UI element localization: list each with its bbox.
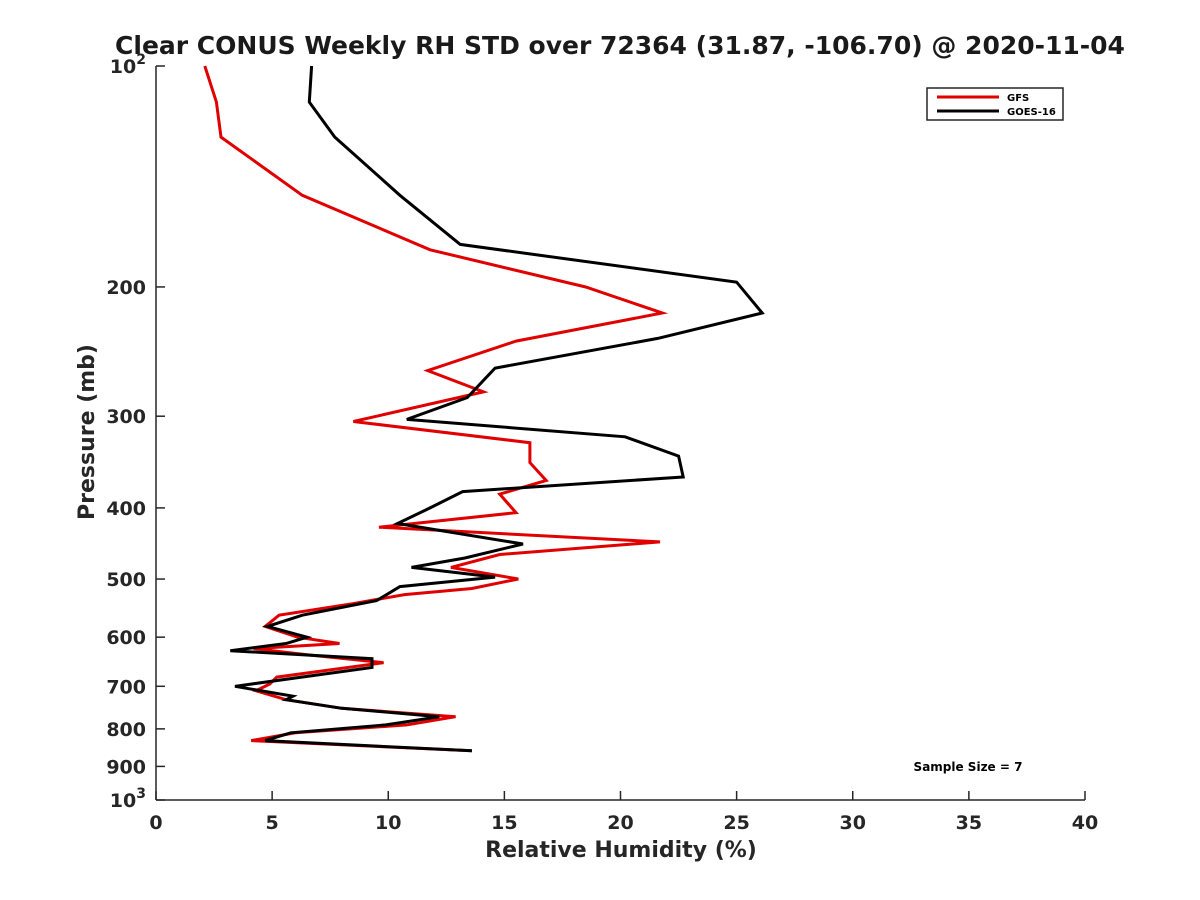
axes: 0 5 10 15 20 25 30 35 40102200300400500600700800… <box>106 52 1098 834</box>
y-tick-label: 900 <box>106 756 146 778</box>
x-axis-label: Relative Humidity (%) <box>485 838 757 863</box>
y-tick-label: 200 <box>106 277 146 299</box>
legend-box <box>926 87 1064 121</box>
series-line-goes-16 <box>230 65 765 753</box>
y-tick-label: 800 <box>106 719 146 741</box>
x-tick-label: 35 <box>956 812 982 834</box>
x-tick-label: 40 <box>1072 812 1098 834</box>
legend-label: GOES-16 <box>1007 107 1056 118</box>
y-tick-label: 400 <box>106 498 146 520</box>
legend: GFS GOES-16 <box>926 87 1064 121</box>
x-tick-label: 30 <box>840 812 866 834</box>
chart-title: Clear CONUS Weekly RH STD over 72364 (31… <box>115 31 1125 60</box>
y-tick-exponent: 2 <box>136 52 146 68</box>
y-axis-label: Pressure (mb) <box>75 344 100 520</box>
series-layer <box>203 65 765 753</box>
legend-label: GFS <box>1007 93 1029 104</box>
x-tick-label: 5 <box>266 812 279 834</box>
sample-size-annotation: Sample Size = 7 <box>914 760 1023 774</box>
x-tick-label: 0 <box>149 812 162 834</box>
x-tick-label: 20 <box>607 812 633 834</box>
y-tick-label: 700 <box>106 676 146 698</box>
y-tick-label: 600 <box>106 627 146 649</box>
x-tick-label: 15 <box>491 812 517 834</box>
series-line-gfs <box>203 65 669 753</box>
y-tick-exponent: 3 <box>136 786 146 802</box>
y-tick-label: 300 <box>106 406 146 428</box>
x-tick-label: 10 <box>375 812 401 834</box>
x-tick-label: 25 <box>723 812 749 834</box>
y-tick-label: 500 <box>106 569 146 591</box>
